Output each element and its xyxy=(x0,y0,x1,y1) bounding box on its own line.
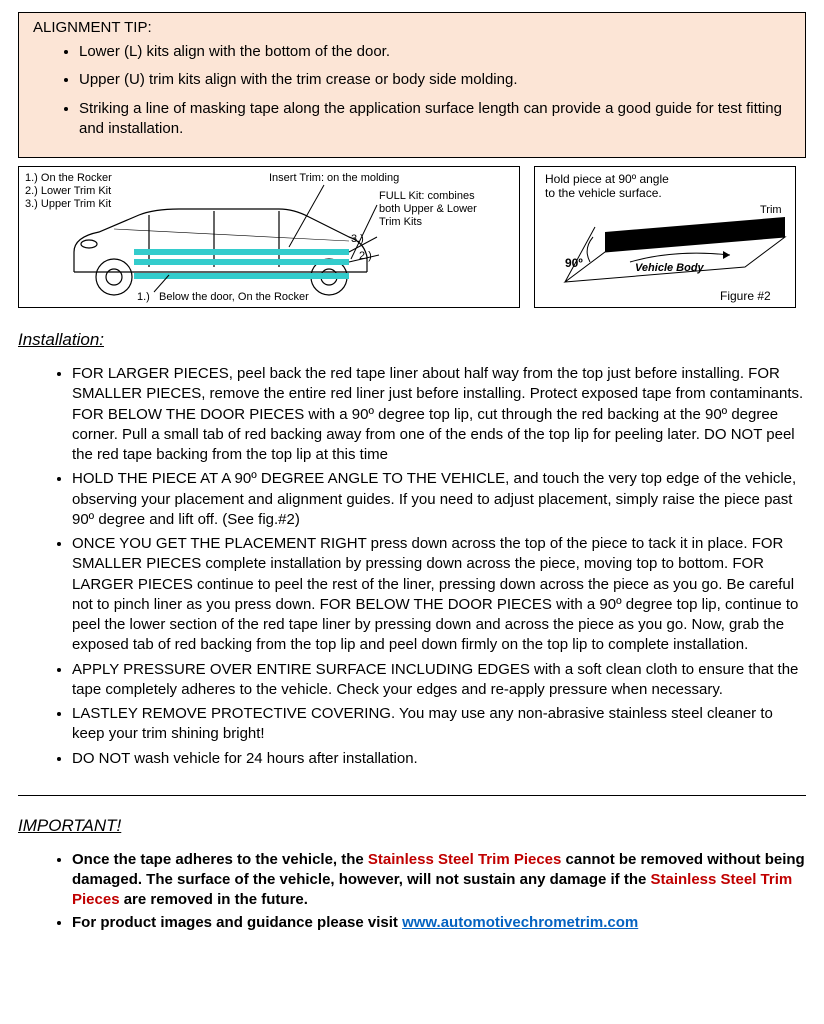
install-item: HOLD THE PIECE AT A 90º DEGREE ANGLE TO … xyxy=(72,469,806,530)
product-link[interactable]: www.automotivechrometrim.com xyxy=(402,914,638,931)
number-2: 2.) xyxy=(359,250,372,262)
install-item: FOR LARGER PIECES, peel back the red tap… xyxy=(72,364,806,465)
install-item: APPLY PRESSURE OVER ENTIRE SURFACE INCLU… xyxy=(72,660,806,701)
hold-text-1: Hold piece at 90º angle xyxy=(545,172,669,186)
number-1: 1.) xyxy=(137,291,150,303)
tip-item: Striking a line of masking tape along th… xyxy=(79,99,791,140)
insert-label: Insert Trim: on the molding xyxy=(269,172,399,184)
install-item: ONCE YOU GET THE PLACEMENT RIGHT press d… xyxy=(72,534,806,656)
separator xyxy=(18,795,806,796)
text-part: Once the tape adheres to the vehicle, th… xyxy=(72,851,368,868)
text-part: For product images and guidance please v… xyxy=(72,914,402,931)
hold-text-2: to the vehicle surface. xyxy=(545,186,662,200)
install-item: LASTLEY REMOVE PROTECTIVE COVERING. You … xyxy=(72,704,806,745)
important-item: For product images and guidance please v… xyxy=(72,913,806,933)
red-text: Stainless Steel Trim Pieces xyxy=(368,851,561,868)
important-item: Once the tape adheres to the vehicle, th… xyxy=(72,850,806,911)
upper-trim-strip xyxy=(134,249,349,255)
tip-item: Upper (U) trim kits align with the trim … xyxy=(79,70,791,90)
legend-1: 1.) On the Rocker xyxy=(25,172,112,184)
install-item: DO NOT wash vehicle for 24 hours after i… xyxy=(72,749,806,769)
full-label-3: Trim Kits xyxy=(379,216,422,228)
alignment-tip-list: Lower (L) kits align with the bottom of … xyxy=(33,42,791,139)
number-3: 3.) xyxy=(351,233,364,245)
important-title: IMPORTANT! xyxy=(18,816,806,836)
legend-2: 2.) Lower Trim Kit xyxy=(25,185,111,197)
trim-label: Trim xyxy=(760,204,782,216)
alignment-tip-title: ALIGNMENT TIP: xyxy=(33,19,791,36)
diagram-trim-kits: 1.) On the Rocker 2.) Lower Trim Kit 3.)… xyxy=(18,166,520,308)
vehicle-body-label: Vehicle Body xyxy=(635,262,705,274)
full-label-2: both Upper & Lower xyxy=(379,203,477,215)
important-list: Once the tape adheres to the vehicle, th… xyxy=(18,850,806,933)
car-diagram-svg: 1.) On the Rocker 2.) Lower Trim Kit 3.)… xyxy=(19,167,519,307)
figure-label: Figure #2 xyxy=(720,289,771,303)
lower-trim-strip xyxy=(134,259,349,265)
full-label-1: FULL Kit: combines xyxy=(379,190,475,202)
text-part: are removed in the future. xyxy=(120,891,308,908)
installation-title: Installation: xyxy=(18,330,806,350)
diagram-angle: Hold piece at 90º angle to the vehicle s… xyxy=(534,166,796,308)
alignment-tip-box: ALIGNMENT TIP: Lower (L) kits align with… xyxy=(18,12,806,158)
angle-diagram-svg: Hold piece at 90º angle to the vehicle s… xyxy=(535,167,795,307)
diagrams-row: 1.) On the Rocker 2.) Lower Trim Kit 3.)… xyxy=(18,166,806,308)
below-door-label: Below the door, On the Rocker xyxy=(159,291,309,303)
legend-3: 3.) Upper Trim Kit xyxy=(25,198,111,210)
tip-item: Lower (L) kits align with the bottom of … xyxy=(79,42,791,62)
angle-label: 90º xyxy=(565,256,583,270)
installation-list: FOR LARGER PIECES, peel back the red tap… xyxy=(18,364,806,769)
